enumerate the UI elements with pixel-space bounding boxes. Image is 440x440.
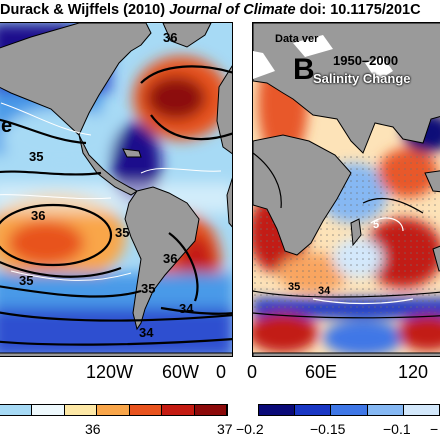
x-tick-label: 120W bbox=[86, 362, 134, 382]
contour-label: 35 bbox=[115, 225, 130, 240]
x-tick-label: 0 bbox=[247, 362, 258, 382]
colorbar-segment bbox=[32, 405, 65, 415]
colorbar-b-tick-label: −0.1 bbox=[383, 421, 411, 437]
x-tick-label: 120 bbox=[398, 362, 429, 382]
panel-a-fragment-label: e bbox=[1, 115, 13, 137]
no-data-regions bbox=[253, 35, 393, 81]
contour-label: 36 bbox=[163, 30, 178, 45]
land-masses bbox=[0, 23, 232, 356]
mean-contours bbox=[312, 217, 414, 305]
figure-header: Durack & Wijffels (2010) Journal of Clim… bbox=[0, 0, 440, 21]
colorbar-segment bbox=[129, 405, 163, 415]
colorbar-segment bbox=[64, 405, 98, 415]
panel-b-map-svg bbox=[253, 23, 440, 356]
contour-label: 34 bbox=[318, 285, 331, 297]
colorbar-segment bbox=[331, 405, 368, 415]
panel-b-title-period: 1950–2000 bbox=[333, 53, 399, 68]
panel-letter: B bbox=[293, 53, 315, 86]
colorbar-segment bbox=[259, 405, 296, 415]
x-tick-label: 60E bbox=[305, 362, 338, 382]
colorbar-b bbox=[258, 404, 440, 416]
contour-label: 35 bbox=[19, 273, 34, 288]
colorbar-segment bbox=[162, 405, 195, 415]
colorbar-b-tick-label: −0.2 bbox=[236, 421, 264, 437]
x-tick-label: 0 bbox=[216, 362, 227, 382]
contour-label: 35 bbox=[288, 281, 301, 293]
header-authors: Durack & Wijffels (2010) bbox=[0, 2, 166, 18]
colorbar-segment bbox=[0, 405, 33, 415]
x-tick-label: 60W bbox=[162, 362, 200, 382]
colorbar-a-tick-label: 36 bbox=[85, 421, 101, 437]
header-doi: doi: 10.1175/201C bbox=[299, 2, 421, 18]
colorbar-segment bbox=[97, 405, 130, 415]
data-version-note: Data ver bbox=[275, 33, 319, 45]
land-masses bbox=[253, 23, 440, 356]
contour-label: 5 bbox=[373, 219, 380, 231]
contour-label: 34 bbox=[139, 325, 154, 340]
colorbar-a bbox=[0, 404, 228, 416]
contour-label: 35 bbox=[141, 281, 156, 296]
colorbar-segment bbox=[367, 405, 404, 415]
colorbar-segment bbox=[295, 405, 332, 415]
panel-b-salinity-change-map: Data ver B 1950–2000 Salinity Change 35 … bbox=[252, 22, 440, 357]
contour-label: 35 bbox=[29, 149, 44, 164]
change-contours bbox=[253, 152, 440, 319]
contour-label: 34 bbox=[179, 301, 194, 316]
contour-label: 36 bbox=[31, 208, 46, 223]
salinity-contours bbox=[0, 65, 232, 346]
colorbar-segment bbox=[403, 405, 440, 415]
colorbar-a-tick-label: 37 bbox=[217, 421, 233, 437]
significance-contours bbox=[0, 102, 222, 281]
header-journal: Journal of Climate bbox=[169, 2, 296, 18]
colorbar-segment bbox=[194, 405, 227, 415]
colorbar-b-tick-label: − bbox=[430, 421, 439, 437]
panel-b-title: Salinity Change bbox=[313, 71, 411, 86]
contour-label: 36 bbox=[163, 251, 178, 266]
colorbar-b-tick-label: −0.15 bbox=[310, 421, 346, 437]
panel-a-salinity-map: 36 35 36 35 36 35 34 34 35 e bbox=[0, 22, 233, 357]
panel-a-map-svg bbox=[0, 23, 232, 356]
